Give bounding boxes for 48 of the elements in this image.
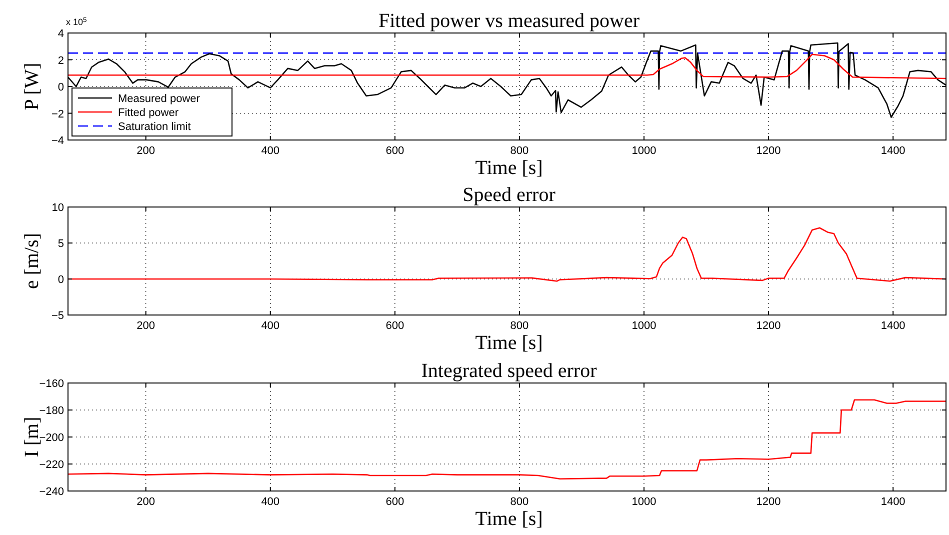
y-tick-label: 10	[52, 202, 64, 214]
y-tick-label: −220	[39, 459, 64, 471]
y-tick-label: −4	[51, 135, 64, 147]
y-tick-label: −160	[39, 378, 64, 390]
chart-title: Integrated speed error	[421, 360, 598, 382]
x-tick-label: 400	[261, 145, 280, 157]
x-tick-label: 800	[510, 496, 529, 508]
y-tick-label: −5	[51, 310, 64, 322]
chart-title: Fitted power vs measured power	[378, 10, 640, 32]
legend-label: Measured power	[118, 93, 200, 105]
x-axis-title: Time [s]	[475, 508, 543, 530]
x-tick-label: 200	[136, 145, 156, 157]
chart-title: Speed error	[462, 184, 556, 206]
x-tick-label: 1000	[632, 145, 656, 157]
x-tick-label: 1000	[632, 496, 656, 508]
y-tick-label: 2	[58, 54, 64, 67]
x-tick-label: 600	[386, 145, 404, 157]
x-tick-label: 600	[386, 320, 404, 332]
y-axis-title: e [m/s]	[21, 232, 43, 290]
x-tick-label: 1200	[756, 496, 781, 508]
x-tick-label: 1400	[880, 145, 906, 157]
legend-label: Saturation limit	[118, 121, 191, 133]
y-tick-label: 4	[58, 28, 64, 40]
x-tick-label: 800	[510, 145, 529, 157]
x-tick-label: 1400	[880, 496, 906, 508]
x-tick-label: 800	[510, 320, 529, 332]
x-tick-label: 1000	[632, 320, 656, 332]
x-tick-label: 1200	[756, 145, 781, 157]
y-tick-label: 5	[58, 238, 64, 250]
y-tick-label: 0	[58, 82, 64, 94]
y-tick-label: −2	[51, 108, 64, 120]
x-tick-label: 200	[136, 320, 156, 332]
line-series	[68, 399, 946, 480]
x-tick-label: 200	[136, 496, 156, 508]
legend-label: Fitted power	[118, 107, 179, 119]
y-tick-label: 0	[58, 274, 64, 286]
x-tick-label: 400	[261, 320, 280, 332]
x-axis-title: Time [s]	[475, 157, 543, 179]
y-tick-label: −180	[39, 405, 64, 417]
line-series	[68, 54, 946, 80]
x-tick-label: 1400	[880, 320, 906, 332]
x-tick-label: 600	[386, 496, 404, 508]
x-axis-title: Time [s]	[475, 332, 543, 354]
x-tick-label: 400	[261, 496, 280, 508]
y-tick-label: −240	[39, 486, 64, 498]
text: x 10$^{5}$	[66, 16, 88, 27]
x-tick-label: 1200	[756, 320, 781, 332]
y-axis-title: P [W]	[21, 62, 43, 110]
